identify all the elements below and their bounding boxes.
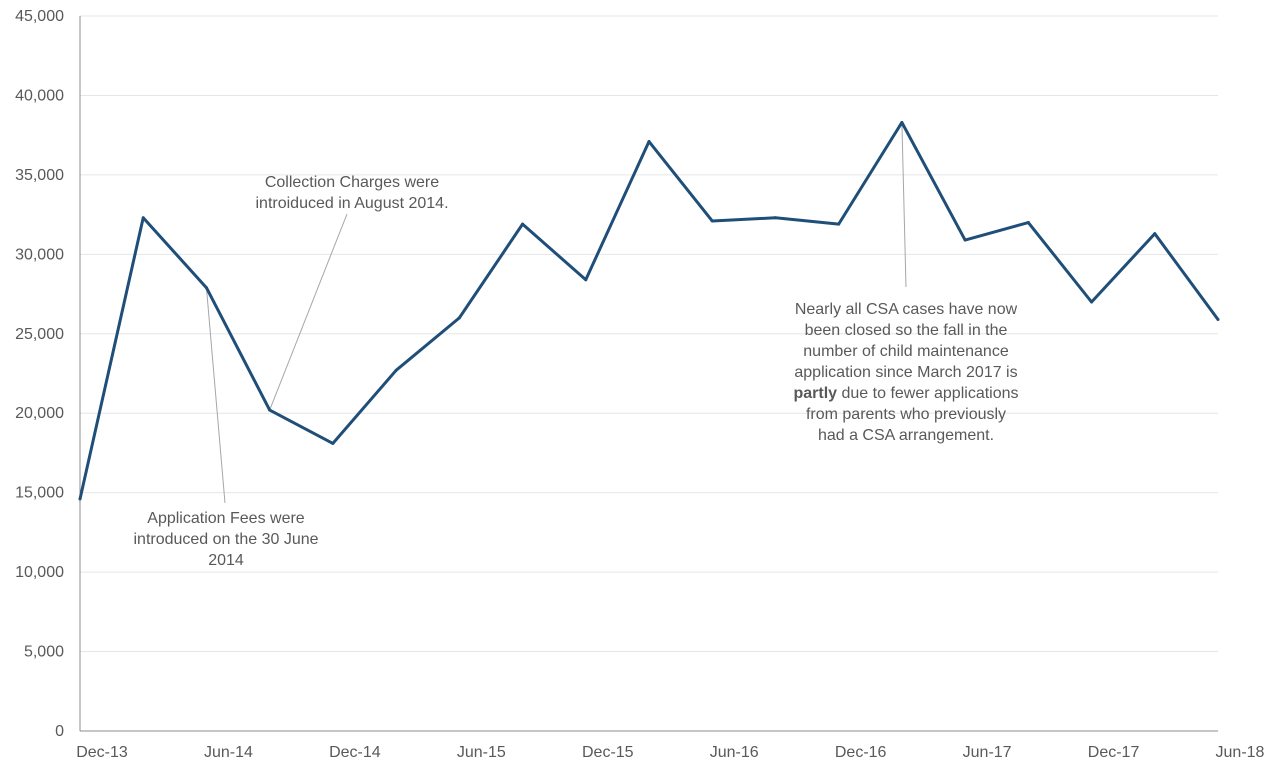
x-tick-label: Dec-16 [835,744,887,761]
x-tick-label: Jun-15 [457,744,506,761]
tick-labels: 0 5,000 10,000 15,000 20,000 25,000 30,000 35,0… [15,8,1265,761]
y-tick-label: 35,000 [15,167,64,184]
annotation-line: Collection Charges were [265,174,439,191]
data-point [521,222,525,226]
annotation-line: been closed so the fall in the [805,322,1008,339]
data-point [1153,232,1157,236]
annotation-line: number of child maintenance [803,343,1009,360]
annotation-leader-line [205,287,226,504]
data-point [710,219,714,223]
data-point [1216,317,1220,321]
data-point [963,238,967,242]
data-point [900,120,904,124]
x-tick-label: Dec-13 [76,744,128,761]
annotation-text: Application Fees were introduced on the 3… [133,510,318,569]
data-point [837,222,841,226]
data-point [331,441,335,445]
x-tick-label: Dec-14 [329,744,381,761]
annotation-line-rest: due to fewer applications [837,385,1018,402]
annotation-bold-word: partly [793,385,837,402]
annotation-text: Nearly all CSA cases have now been closed… [793,301,1018,444]
data-point [141,216,145,220]
annotation-leader-lines [205,122,907,504]
y-tick-label: 40,000 [15,87,64,104]
series-layer [78,120,1220,501]
annotation-line: partly due to fewer applications [793,385,1018,402]
data-point [1026,221,1030,225]
data-point [394,368,398,372]
y-tick-label: 45,000 [15,8,64,25]
x-tick-label: Jun-16 [710,744,759,761]
data-point [78,497,82,501]
axes [79,16,1218,732]
x-tick-label: Jun-17 [963,744,1012,761]
annotation-line: Application Fees were [147,510,305,527]
annotation-line: from parents who previously [806,406,1006,423]
y-tick-label: 25,000 [15,326,64,343]
x-tick-label: Jun-14 [204,744,253,761]
x-tick-label: Dec-15 [582,744,634,761]
y-tick-label: 30,000 [15,246,64,263]
data-point [457,316,461,320]
y-tick-label: 5,000 [24,644,64,661]
annotation-leader-line [269,213,348,411]
y-tick-label: 20,000 [15,405,64,422]
y-tick-label: 15,000 [15,485,64,502]
x-tick-label: Jun-18 [1216,744,1265,761]
annotation-texts: Collection Charges were introiduced in Au… [133,174,1018,569]
annotation-line: application since March 2017 is [794,364,1017,381]
data-point [268,408,272,412]
data-point [647,140,651,144]
y-tick-label: 0 [55,723,64,740]
data-point [204,286,208,290]
annotation-line: introduced on the 30 June [133,531,318,548]
gridlines [80,15,1218,653]
annotation-line: had a CSA arrangement. [818,427,994,444]
y-tick-label: 10,000 [15,564,64,581]
annotation-line: Nearly all CSA cases have now [795,301,1018,318]
data-point [1090,300,1094,304]
annotation-leader-line [901,122,907,288]
annotation-text: Collection Charges were introiduced in Au… [255,174,448,212]
x-tick-label: Dec-17 [1088,744,1140,761]
data-point [773,216,777,220]
data-point [584,278,588,282]
series-line [78,120,1220,500]
annotation-line: introiduced in August 2014. [255,195,448,212]
annotation-line: 2014 [208,552,244,569]
